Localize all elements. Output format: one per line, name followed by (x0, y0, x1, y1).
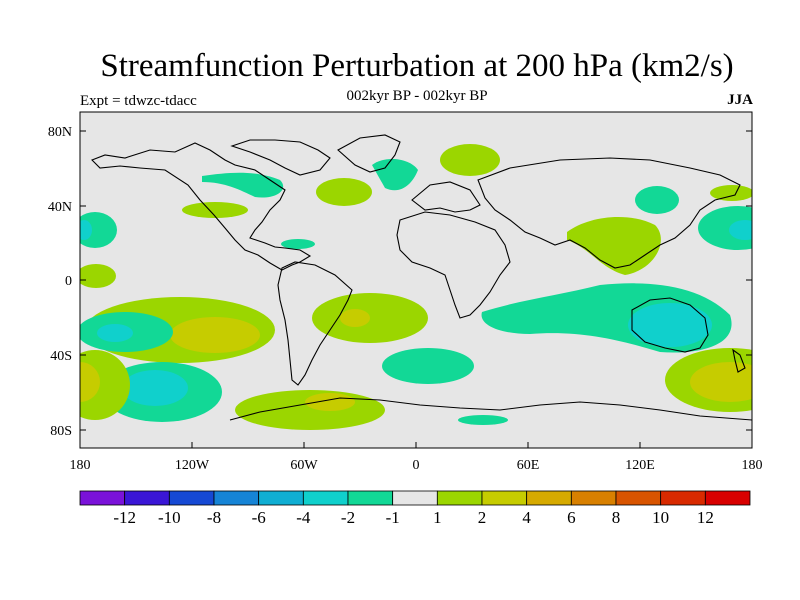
canadian-arctic-coast (230, 139, 331, 176)
colorbar-label: 1 (433, 508, 442, 527)
contour-negative (281, 239, 315, 249)
contour-positive-core (80, 362, 100, 402)
colorbar-swatch (436, 490, 483, 506)
contour-positive (440, 144, 500, 176)
colorbar-swatch (168, 490, 215, 506)
contour-positive (710, 185, 752, 201)
colorbar-label: 6 (567, 508, 576, 527)
contour-negative (635, 186, 679, 214)
lat-tick-40s: 40S (50, 349, 72, 364)
contour-positive-core (690, 362, 752, 402)
contour-negative (202, 172, 284, 198)
lon-tick-180w: 180 (70, 458, 91, 473)
contour-negative (372, 158, 418, 191)
colorbar-swatch (615, 490, 662, 506)
contour-positive-core (305, 393, 355, 411)
contour-negative-core (122, 370, 188, 406)
colorbar-swatch (258, 490, 304, 506)
contour-positive-core (340, 309, 370, 327)
australia-coast (631, 297, 709, 353)
colorbar-label: -4 (296, 508, 311, 527)
contour-positive (235, 390, 385, 430)
colorbar-swatch (526, 490, 572, 506)
lat-tick-0: 0 (65, 274, 72, 289)
colorbar-label: 4 (522, 508, 531, 527)
colorbar-label: 2 (478, 508, 487, 527)
colorbar-label: 10 (652, 508, 669, 527)
contour-positive (316, 178, 372, 206)
colorbar-label: -2 (341, 508, 355, 527)
colorbar-swatch (704, 490, 751, 506)
north-america-coast (91, 142, 312, 271)
colorbar: -12 -10 -8 -6 -4 -2 -1 1 2 4 6 8 10 12 (79, 490, 751, 527)
plot-subtitle: 002kyr BP - 002kyr BP (346, 88, 488, 104)
lat-tick-40n: 40N (48, 200, 72, 215)
colorbar-label: -8 (207, 508, 221, 527)
lon-tick-120w: 120W (175, 458, 210, 473)
colorbar-label: 12 (697, 508, 714, 527)
contour-negative-core (628, 303, 712, 347)
antarctica-coast (229, 397, 752, 421)
season-label: JJA (727, 92, 753, 108)
colorbar-swatch (570, 490, 617, 506)
colorbar-swatch (302, 490, 349, 506)
lon-tick-180e: 180 (742, 458, 763, 473)
contour-positive (80, 264, 116, 288)
colorbar-swatch (347, 490, 394, 506)
colorbar-label: -6 (252, 508, 266, 527)
contour-negative (382, 348, 474, 384)
experiment-label: Expt = tdwzc-tdacc (80, 93, 197, 109)
africa-coast (396, 211, 511, 319)
contour-positive (182, 202, 248, 218)
colorbar-swatch (481, 490, 528, 506)
lon-tick-120e: 120E (625, 458, 655, 473)
plot-title: Streamfunction Perturbation at 200 hPa (… (100, 48, 734, 84)
contour-negative-core (97, 324, 133, 342)
colorbar-swatch (660, 490, 706, 506)
contour-fields (80, 144, 752, 430)
colorbar-swatch (124, 490, 170, 506)
colorbar-swatch (213, 490, 260, 506)
colorbar-label: -12 (113, 508, 136, 527)
colorbar-label: -10 (158, 508, 181, 527)
contour-negative (80, 212, 117, 248)
colorbar-label: -1 (386, 508, 400, 527)
lat-tick-80s: 80S (50, 424, 72, 439)
colorbar-swatch (79, 490, 126, 506)
colorbar-label: 8 (612, 508, 621, 527)
contour-positive-core (170, 317, 260, 353)
europe-coast (411, 181, 481, 213)
south-america-coast (277, 261, 353, 386)
lat-tick-80n: 80N (48, 125, 72, 140)
colorbar-swatch (392, 490, 438, 506)
contour-negative-core (729, 220, 752, 240)
asia-coast (477, 157, 741, 269)
lon-tick-60e: 60E (517, 458, 540, 473)
coastlines (91, 134, 752, 421)
greenland-coast (337, 134, 401, 173)
lon-tick-60w: 60W (290, 458, 318, 473)
lon-tick-0: 0 (413, 458, 420, 473)
contour-negative (458, 415, 508, 425)
contour-negative-core (80, 220, 92, 240)
new-zealand-coast (732, 348, 746, 373)
axis-ticks (80, 130, 752, 448)
